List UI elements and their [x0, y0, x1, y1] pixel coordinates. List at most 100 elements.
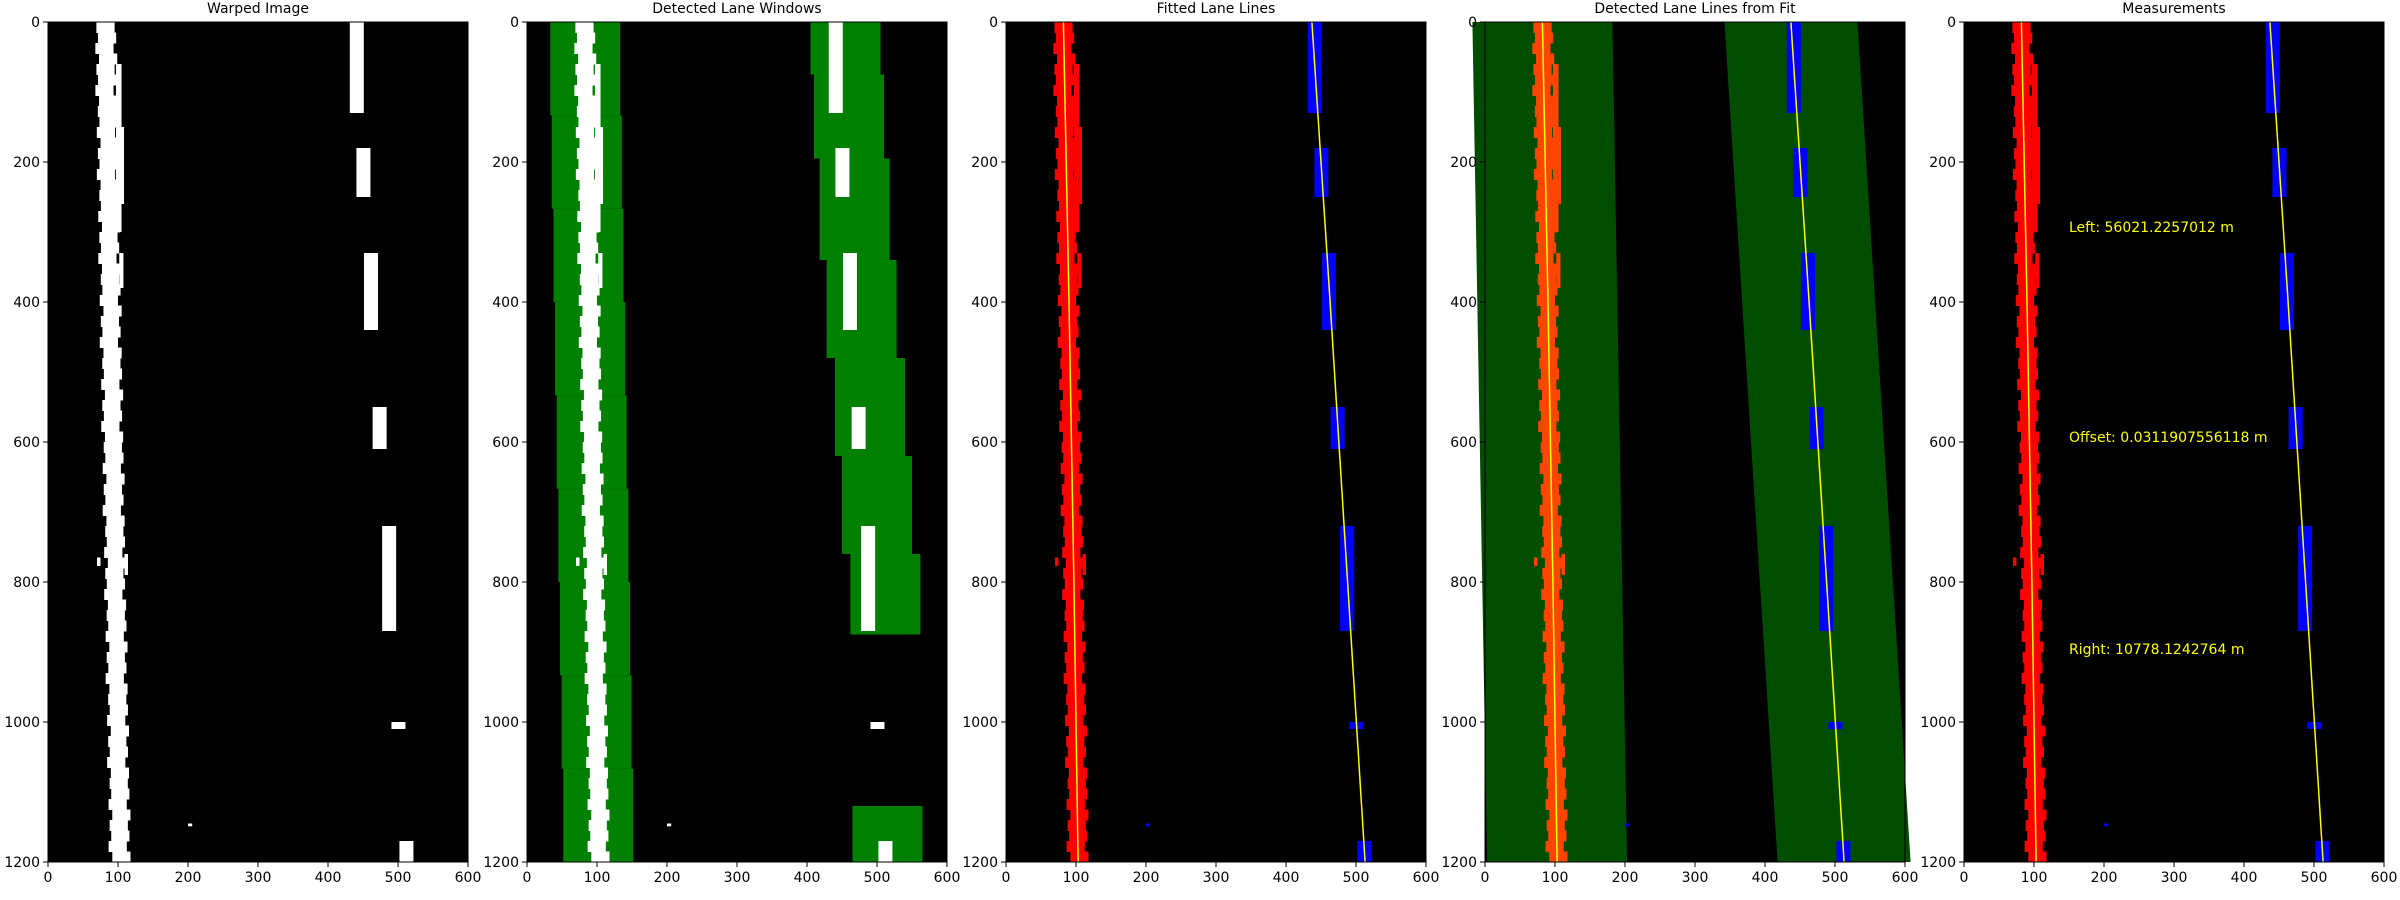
left-lane-pixels	[105, 631, 124, 642]
left-lane-pixels	[1536, 95, 1555, 107]
left-lane-pixels	[588, 683, 607, 695]
x-tick-label: 200	[1133, 870, 1160, 886]
left-lane-pixels	[110, 767, 130, 779]
y-tick-label: 1000	[1920, 715, 1956, 731]
y-tick-label: 200	[492, 155, 519, 171]
left-lane-pixels	[1535, 211, 1554, 222]
x-tick-label: 100	[1542, 870, 1569, 886]
left-lane-pixels	[583, 589, 602, 600]
x-tick-label: 400	[1752, 870, 1779, 886]
left-lane-pixels	[1544, 715, 1563, 726]
left-lane-pixels	[104, 547, 123, 558]
left-lane-pixels	[2028, 809, 2047, 821]
left-lane-pixels	[1545, 841, 1564, 852]
left-lane-pixels	[581, 284, 600, 296]
left-lane-pixels	[103, 305, 122, 317]
x-tick-label: 400	[2231, 870, 2258, 886]
left-lane-pixels	[587, 694, 606, 705]
left-lane-pixels	[1547, 767, 1567, 779]
left-lane-pixels	[579, 316, 599, 327]
left-lane-pixels	[1070, 851, 1089, 863]
left-lane-pixels	[106, 578, 126, 590]
left-lane-pixels	[2011, 85, 2030, 96]
right-search-window	[842, 456, 912, 554]
left-lane-pixels	[2024, 841, 2043, 852]
left-lane-pixels	[586, 715, 605, 726]
left-lane-pixels	[105, 568, 124, 579]
left-lane-pixels	[1539, 263, 1558, 275]
left-lane-pixels	[106, 610, 125, 621]
left-lane-pixels	[105, 673, 124, 684]
left-lane-pixels	[108, 662, 127, 674]
left-lane-pixels	[583, 431, 603, 443]
left-lane-pixels	[107, 715, 126, 726]
left-lane-fragment	[124, 554, 129, 575]
x-tick-label: 400	[315, 870, 342, 886]
left-lane-pixels	[1063, 568, 1082, 579]
x-tick-label: 0	[523, 870, 532, 886]
left-lane-pixels	[107, 557, 127, 569]
left-lane-pixels	[1549, 809, 1568, 821]
left-lane-fragment	[2033, 127, 2041, 204]
left-lane-pixels	[2014, 211, 2033, 222]
right-lane-pixels	[356, 148, 371, 197]
left-lane-pixels	[110, 725, 129, 737]
right-fit-line	[1790, 21, 1845, 863]
left-fit-line	[1062, 21, 1079, 863]
left-lane-pixels	[2013, 32, 2033, 44]
left-lane-pixels	[577, 211, 596, 222]
left-lane-pixels	[584, 526, 603, 537]
left-lane-pixels	[97, 32, 117, 44]
y-tick-label: 0	[989, 15, 998, 31]
left-lane-fragment	[119, 253, 124, 288]
left-lane-pixels	[1066, 736, 1085, 747]
left-lane-pixels	[578, 95, 597, 107]
measurement-right-curvature: Right: 10778.1242764 m	[2069, 642, 2244, 658]
left-lane-fragment	[1556, 253, 1561, 288]
left-lane-pixels	[1065, 715, 1084, 726]
y-tick-label: 1000	[962, 715, 998, 731]
right-lane-pixels	[835, 148, 850, 197]
left-lane-pixels	[2017, 421, 2036, 432]
right-lane-pixels	[382, 526, 397, 631]
left-lane-pixels	[1067, 704, 1086, 716]
x-tick-label: 200	[1612, 870, 1639, 886]
left-lane-fragment	[1077, 253, 1082, 288]
left-lane-pixels	[99, 232, 118, 243]
x-tick-label: 0	[1481, 870, 1490, 886]
left-lane-fragment	[2035, 253, 2040, 288]
left-lane-pixels	[1539, 505, 1558, 516]
x-tick-label: 300	[1203, 870, 1230, 886]
left-lane-pixels	[2021, 568, 2040, 579]
left-lane-pixels	[587, 662, 606, 674]
left-lane-pixels	[99, 116, 118, 128]
left-lane-pixels	[1536, 337, 1555, 348]
image-content	[1472, 21, 1911, 863]
left-lane-noise	[2013, 557, 2017, 566]
y-tick-label: 1200	[483, 855, 519, 871]
panel-title: Measurements	[2122, 1, 2225, 17]
left-lane-pixels	[2022, 473, 2041, 485]
left-lane-pixels	[2025, 704, 2044, 716]
left-lane-pixels	[2020, 389, 2040, 401]
left-lane-pixels	[1536, 116, 1555, 128]
left-lane-pixels	[100, 200, 120, 212]
left-lane-pixels	[1057, 95, 1076, 107]
y-tick-label: 0	[1468, 15, 1477, 31]
left-lane-pixels	[579, 137, 598, 149]
left-lane-pixels	[1054, 64, 1073, 75]
left-lane-pixels	[106, 473, 125, 485]
left-lane-pixels	[1547, 725, 1566, 737]
left-lane-pixels	[1057, 295, 1076, 306]
left-lane-pixels	[1536, 295, 1555, 306]
left-lane-pixels	[1532, 43, 1551, 54]
y-tick-label: 1200	[962, 855, 998, 871]
left-lane-pixels	[1060, 263, 1079, 275]
left-lane-pixels	[576, 106, 596, 117]
left-lane-pixels	[112, 851, 131, 863]
y-tick-label: 400	[13, 295, 40, 311]
left-lane-pixels	[1067, 683, 1086, 695]
x-tick-label: 300	[724, 870, 751, 886]
left-lane-fragment	[117, 127, 125, 204]
left-lane-pixels	[1534, 148, 1554, 159]
